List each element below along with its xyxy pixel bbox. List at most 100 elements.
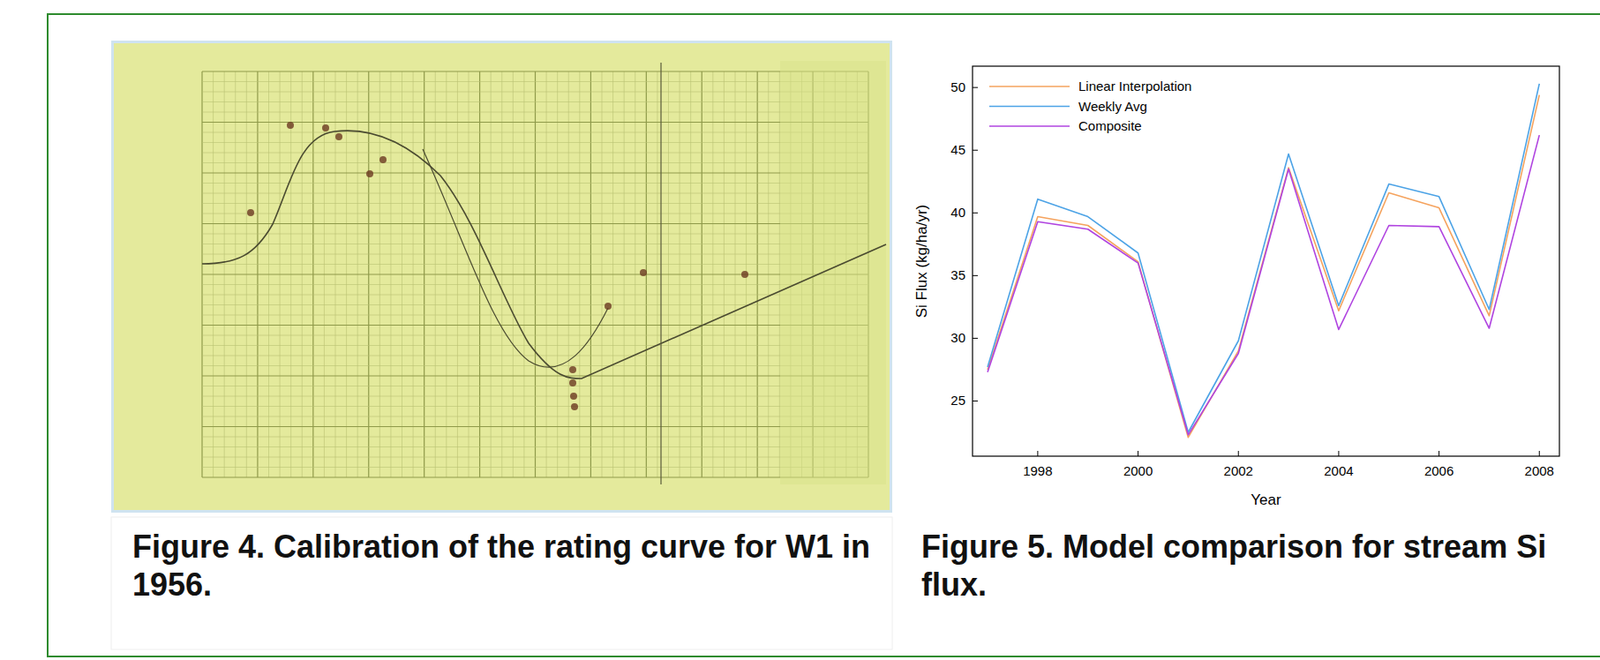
paper-line [202, 162, 869, 164]
figure-caption: Figure 4. Calibration of the rating curv… [132, 527, 874, 604]
paper-line [202, 416, 869, 418]
legend-label: Weekly Avg [1078, 98, 1148, 114]
paper-line [202, 121, 869, 123]
paper-line [202, 284, 869, 286]
x-tick-label: 2000 [1123, 463, 1153, 479]
paper-dot [570, 403, 579, 411]
x-tick-label: 2004 [1323, 463, 1353, 479]
paper-dot [639, 269, 647, 277]
y-tick [972, 212, 978, 214]
legend-swatch [989, 105, 1070, 108]
paper-dot [604, 302, 612, 310]
y-tick-label: 40 [950, 204, 966, 220]
paper-line [202, 355, 869, 357]
paper-line [202, 324, 869, 326]
paper-line [202, 263, 869, 265]
paper-line [202, 426, 869, 428]
x-tick [1438, 450, 1440, 457]
paper-dot [570, 392, 578, 400]
legend: Linear Interpolation Weekly Avg Composite [989, 78, 1192, 134]
paper-line [202, 385, 869, 387]
x-tick [1137, 450, 1139, 457]
paper-dot [335, 133, 343, 141]
y-tick [972, 338, 978, 339]
y-tick-label: 50 [950, 79, 966, 95]
paper-line [202, 233, 869, 235]
caption-box [111, 517, 893, 650]
rating-curve-alt [422, 149, 609, 368]
axes: 253035404550199820002002200420062008Year… [913, 79, 1555, 509]
paper-line [202, 396, 869, 398]
legend-label: Linear Interpolation [1078, 78, 1192, 94]
graph-paper [202, 60, 887, 485]
paper-dot [366, 170, 374, 178]
paper-dot [379, 156, 387, 164]
paper-line [202, 112, 869, 113]
x-tick-label: 2002 [1224, 463, 1254, 479]
paper-dot [741, 270, 749, 278]
photo-paper [113, 43, 890, 511]
x-tick [1036, 450, 1038, 457]
x-axis-title: Year [1250, 491, 1282, 509]
paper-line [202, 202, 869, 204]
paper-line [202, 172, 869, 173]
paper-line [202, 273, 869, 275]
paper-line [202, 446, 869, 448]
paper-fold [780, 60, 887, 485]
paper-line [202, 405, 869, 407]
paper-line [202, 436, 869, 438]
paper-line [202, 70, 869, 72]
paper-line [202, 182, 869, 184]
legend-swatch [989, 125, 1070, 128]
paper-line [202, 152, 869, 154]
photo-frame [111, 40, 893, 513]
x-tick-label: 1998 [1022, 463, 1052, 479]
series-line [987, 83, 1540, 433]
y-tick [972, 150, 978, 151]
y-axis-title: Si Flux (kg/ha/yr) [913, 204, 931, 318]
paper-dot [569, 366, 577, 374]
paper-line [202, 294, 869, 296]
paper-line [202, 213, 869, 215]
series-line [987, 95, 1540, 438]
x-tick [1539, 450, 1540, 457]
poster-border [47, 14, 1600, 657]
paper-line [202, 345, 869, 346]
paper-line [202, 132, 869, 134]
y-tick [972, 275, 978, 277]
plot-frame [972, 66, 1560, 457]
paper-line [202, 223, 869, 225]
paper-line [202, 476, 869, 478]
paper-marker [660, 62, 662, 485]
figure-caption: Figure 5. Model comparison for stream Si… [921, 527, 1588, 604]
paper-line [202, 142, 869, 143]
paper-line [202, 466, 869, 468]
paper-line [202, 91, 869, 93]
legend-label: Composite [1078, 118, 1142, 134]
y-tick-label: 45 [950, 142, 966, 158]
paper-line [202, 254, 869, 256]
y-tick-label: 35 [950, 267, 966, 283]
x-tick [1337, 450, 1339, 457]
paper-line [202, 304, 869, 306]
y-tick [972, 87, 978, 89]
rating-curve [202, 130, 887, 379]
x-tick-label: 2006 [1424, 463, 1454, 479]
x-tick-label: 2008 [1524, 463, 1555, 479]
y-tick-label: 30 [950, 330, 966, 346]
paper-dot [569, 379, 577, 387]
x-tick [1238, 450, 1240, 457]
plot-lines [987, 83, 1540, 438]
paper-line [202, 457, 869, 459]
paper-line [202, 193, 869, 195]
y-tick [972, 400, 978, 402]
paper-line [202, 243, 869, 245]
paper-line [202, 81, 869, 83]
paper-line [202, 365, 869, 367]
paper-dot [247, 209, 255, 217]
paper-dot [286, 121, 294, 129]
paper-line [202, 375, 869, 376]
paper-dot [322, 124, 330, 132]
series-line [987, 135, 1540, 436]
paper-line [202, 335, 869, 337]
